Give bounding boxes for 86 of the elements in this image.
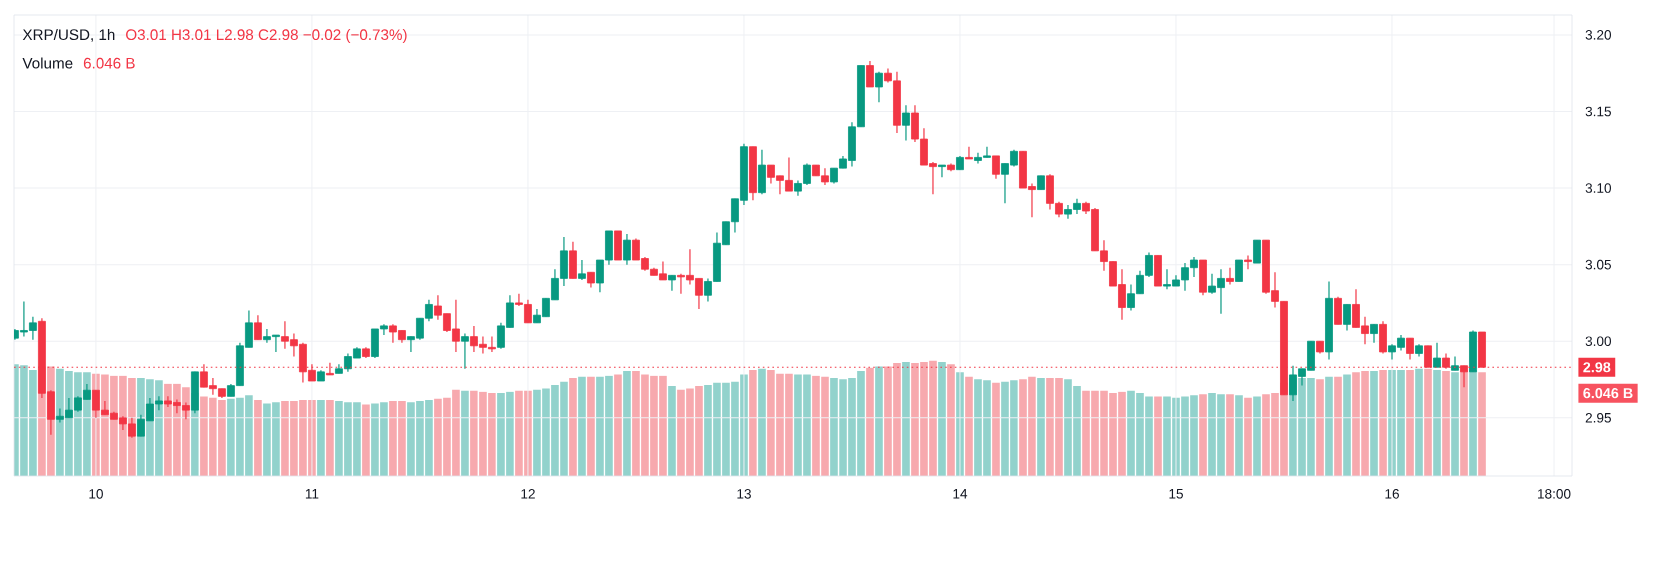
candlestick <box>1406 337 1414 361</box>
y-tick-label: 2.95 <box>1585 412 1611 423</box>
y-tick-label: 3.15 <box>1585 106 1611 117</box>
bar <box>1424 368 1432 476</box>
bar <box>947 364 955 476</box>
candlestick <box>461 332 469 370</box>
y-tick-label: 3.05 <box>1585 259 1611 270</box>
bar <box>218 399 226 476</box>
bar <box>668 386 676 476</box>
bar <box>1244 397 1252 476</box>
bar <box>749 369 757 476</box>
bar <box>938 361 946 476</box>
text: XRP/USD, 1h <box>22 28 115 42</box>
candlestick <box>938 164 946 178</box>
bar <box>1253 396 1261 476</box>
bar <box>1370 371 1378 476</box>
bar <box>533 389 541 476</box>
candlestick <box>965 146 973 160</box>
bar <box>902 361 910 476</box>
bar <box>569 378 577 476</box>
candlestick <box>992 155 1000 180</box>
bar <box>812 375 820 476</box>
annotation: 6.046 B <box>83 57 135 69</box>
bar <box>758 368 766 476</box>
bar <box>1226 394 1234 476</box>
candlestick <box>1235 259 1243 283</box>
candlestick <box>578 259 586 281</box>
bar <box>830 378 838 476</box>
annotation: O3.01 H3.01 L2.98 C2.98 −0.02 (−0.73%) <box>126 28 407 44</box>
candlestick <box>902 104 910 142</box>
x-tick-label: 11 <box>305 489 319 499</box>
candlestick <box>875 71 883 103</box>
candlestick <box>668 274 676 292</box>
bar <box>317 399 325 476</box>
bar <box>1469 369 1477 476</box>
candlestick <box>1370 323 1378 344</box>
bar <box>875 366 883 476</box>
candlestick <box>623 233 631 266</box>
bar <box>1442 371 1450 476</box>
candlestick <box>254 314 262 341</box>
bar <box>1055 378 1063 476</box>
bar <box>1154 396 1162 476</box>
y-tick-label: 3.20 <box>1585 30 1612 40</box>
candlestick <box>1244 254 1252 270</box>
bar <box>1235 395 1243 476</box>
bar <box>578 376 586 476</box>
candlestick <box>1451 355 1459 371</box>
candlestick <box>1253 239 1261 264</box>
y-tick-label: 3.00 <box>1585 336 1612 347</box>
bar <box>1361 371 1369 476</box>
bar <box>1352 372 1360 476</box>
bar <box>587 376 595 476</box>
bar <box>254 399 262 476</box>
bar <box>1478 372 1486 476</box>
bar <box>1316 379 1324 476</box>
bar <box>614 374 622 476</box>
bar <box>965 376 973 476</box>
x-tick-label: 10 <box>89 489 103 499</box>
x-tick-label: 18:00 <box>1538 489 1571 499</box>
candlestick <box>1343 303 1351 332</box>
bar <box>1037 378 1045 476</box>
text: 6.046 B <box>1583 388 1633 399</box>
bar <box>362 404 370 476</box>
candlestick <box>866 60 874 88</box>
ref-line-label: 2.98 <box>1583 362 1611 373</box>
x-tick-label: 16 <box>1385 489 1399 499</box>
x-tick-label: 14 <box>953 489 968 499</box>
bar <box>326 399 334 476</box>
bar <box>1415 368 1423 476</box>
bar <box>866 367 874 476</box>
x-tick-label: 12 <box>521 489 535 499</box>
bar <box>1199 394 1207 476</box>
bar <box>1334 376 1342 476</box>
x-tick-label: 15 <box>1169 489 1183 499</box>
bar <box>1406 369 1414 476</box>
candlestick <box>1226 267 1234 286</box>
chart-title: Volume <box>22 57 73 69</box>
x-tick-label: 13 <box>737 489 751 499</box>
y-tick-label: 3.10 <box>1585 183 1612 193</box>
candlestick <box>1433 342 1441 368</box>
bar <box>1379 369 1387 476</box>
bar <box>623 371 631 476</box>
bar <box>461 390 469 476</box>
bar <box>767 369 775 476</box>
bar <box>1046 378 1054 476</box>
bar <box>992 382 1000 476</box>
